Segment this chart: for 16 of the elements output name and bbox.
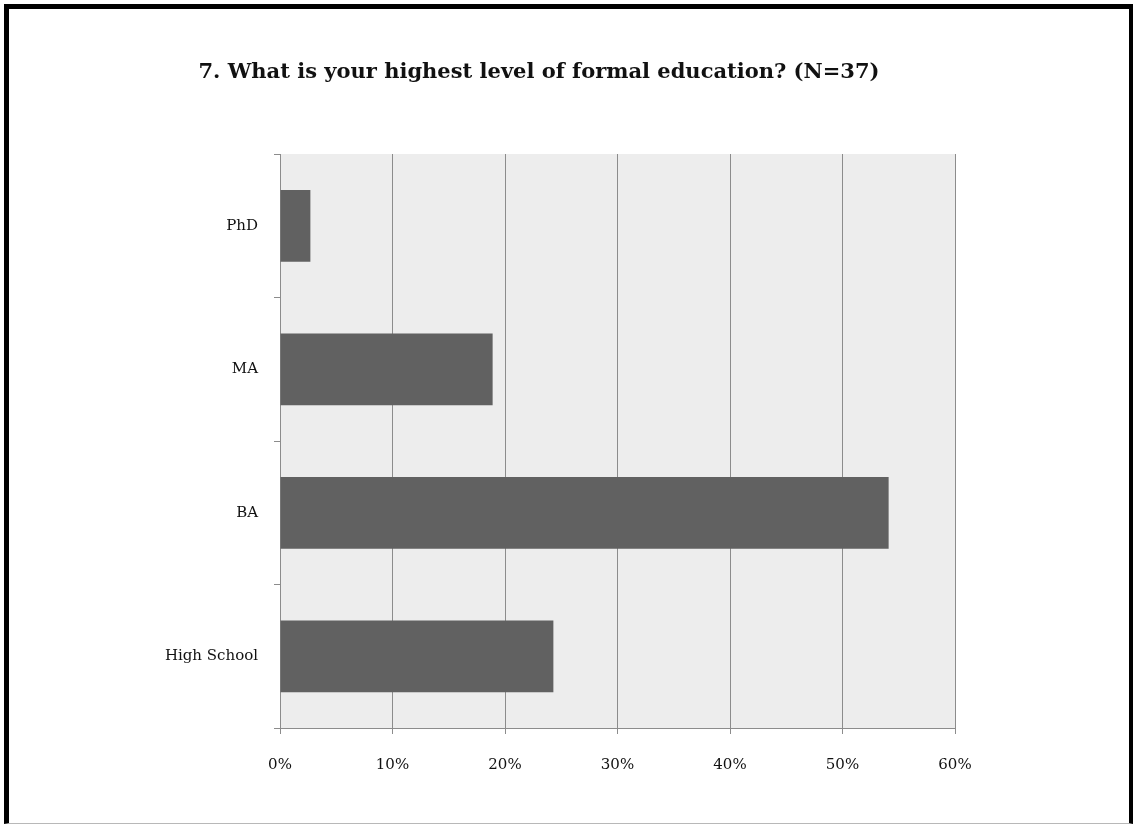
x-tick-label: 40% <box>713 754 747 773</box>
bar <box>280 620 554 693</box>
x-tick-label: 20% <box>488 754 522 773</box>
x-tick-label: 0% <box>268 754 292 773</box>
y-tick-label: BA <box>236 502 259 521</box>
bar <box>280 476 889 549</box>
y-tick-label: High School <box>164 646 259 665</box>
chart-title: 7. What is your highest level of formal education? (N=37) <box>197 58 881 83</box>
x-tick-label: 30% <box>600 754 635 773</box>
bar <box>280 189 311 262</box>
y-tick-label: MA <box>231 359 259 378</box>
x-tick-label: 50% <box>825 754 860 773</box>
y-tick-label: PhD <box>226 215 258 234</box>
x-tick-label: 10% <box>375 754 410 773</box>
x-tick-label: 60% <box>938 754 972 773</box>
bar <box>280 333 493 406</box>
